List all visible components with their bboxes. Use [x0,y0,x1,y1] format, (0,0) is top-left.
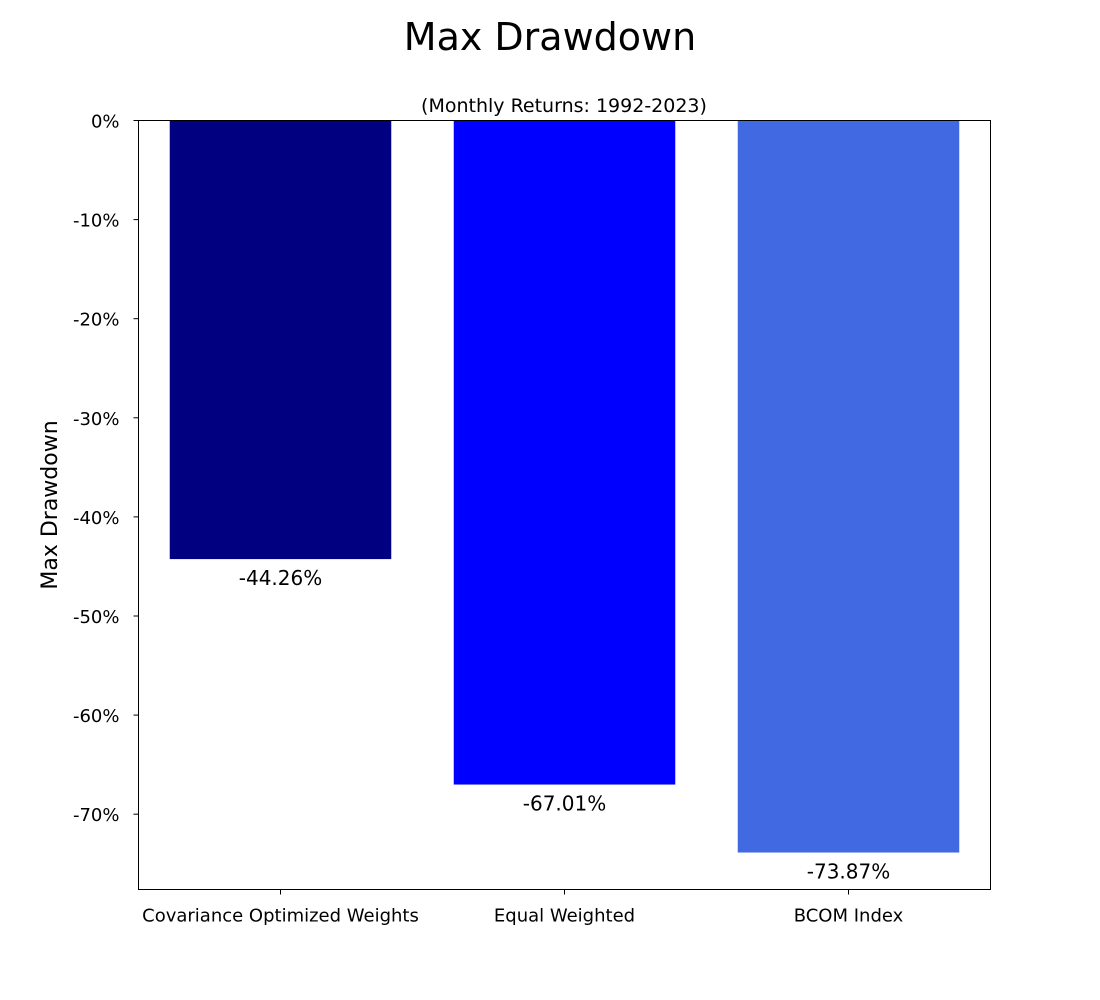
y-tick-label: -70% [73,805,120,826]
y-tick-label: -20% [73,310,120,331]
y-tick-label: -10% [73,211,120,232]
y-tick-label: -50% [73,607,120,628]
x-tick-label: Covariance Optimized Weights [142,906,419,927]
x-tick-label: BCOM Index [794,906,904,927]
chart-title: Max Drawdown [404,15,696,59]
y-tick-label: -40% [73,508,120,529]
bar [169,120,392,560]
bar [737,120,960,853]
plot-frame [138,120,991,890]
y-tick-label: -60% [73,706,120,727]
y-tick-label: -30% [73,409,120,430]
value-labels-layer: -44.26% -67.01% -73.87% [239,566,890,883]
y-axis-label: Max Drawdown [38,420,63,589]
y-axis: 0% -10% -20% -30% -40% -50% -60% -70% [73,112,139,826]
y-tick-label: 0% [91,112,120,133]
bar-value-label: -44.26% [239,566,322,590]
x-axis: Covariance Optimized Weights Equal Weight… [142,889,904,927]
chart-subtitle: (Monthly Returns: 1992-2023) [421,95,707,117]
bar-value-label: -67.01% [523,792,606,816]
bar-value-label: -73.87% [807,860,890,884]
bars-layer [169,120,960,853]
bar [453,120,676,785]
x-tick-label: Equal Weighted [494,906,635,927]
